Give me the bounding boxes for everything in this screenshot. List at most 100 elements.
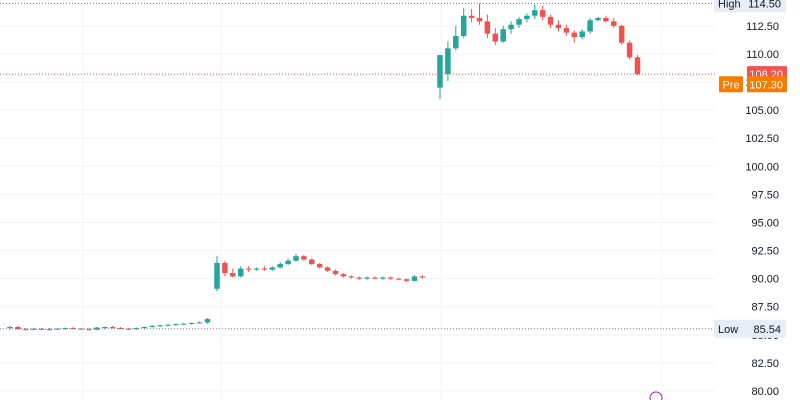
- candle-body: [301, 256, 307, 260]
- candle-body: [547, 16, 554, 25]
- candle-body: [492, 33, 499, 42]
- candle-body: [324, 267, 331, 271]
- candle-body: [356, 277, 362, 279]
- candle-body: [222, 262, 228, 274]
- candle-body: [411, 276, 418, 281]
- candle-body: [173, 324, 179, 326]
- candle-body: [62, 328, 69, 330]
- candle-body: [102, 326, 108, 328]
- candle-body: [524, 15, 530, 20]
- chart-extras: [649, 391, 663, 400]
- candle-body: [364, 277, 370, 279]
- price-tick-label: 112.50: [746, 21, 779, 33]
- low-tag-value: 85.54: [753, 324, 781, 336]
- candle-body: [253, 268, 260, 270]
- candle-body: [437, 55, 443, 88]
- candle-body: [141, 326, 148, 329]
- candle-body: [149, 325, 155, 327]
- candle-body: [611, 21, 617, 26]
- price-tick-label: 110.00: [746, 49, 779, 61]
- candle-body: [634, 57, 641, 75]
- candle-body: [133, 328, 140, 330]
- price-tick-label: 100.00: [745, 161, 779, 173]
- low-tag-label: Low: [718, 324, 738, 336]
- candle-body: [419, 276, 426, 278]
- event-marker-icon: [649, 391, 663, 400]
- candle-body: [285, 260, 291, 265]
- candlestick-series: [7, 3, 641, 331]
- candle-body: [125, 328, 132, 330]
- candle-body: [603, 17, 609, 22]
- candle-body: [269, 267, 276, 270]
- price-tick-label: 102.50: [745, 133, 779, 145]
- candle-body: [618, 25, 625, 43]
- candle-body: [196, 322, 203, 324]
- candle-body: [165, 324, 171, 326]
- price-tick-label: 97.50: [751, 189, 779, 201]
- candle-body: [46, 329, 53, 331]
- candle-body: [23, 329, 29, 331]
- candle-body: [563, 28, 570, 33]
- candle-body: [15, 326, 21, 330]
- candle-body: [484, 21, 491, 34]
- candle-body: [348, 276, 355, 278]
- candle-body: [453, 35, 459, 49]
- candle-body: [468, 15, 475, 18]
- price-tick-label: 92.50: [751, 246, 779, 258]
- candle-body: [372, 277, 378, 279]
- candle-body: [277, 264, 283, 268]
- candle-body: [532, 10, 538, 16]
- candle-body: [460, 15, 467, 36]
- candle-body: [237, 268, 244, 277]
- pre-price-value: 107.30: [749, 79, 783, 91]
- candle-body: [579, 31, 585, 38]
- candle-body: [230, 273, 236, 277]
- pre-label: Pre: [722, 79, 739, 91]
- price-tick-label: 95.00: [751, 217, 779, 229]
- candle-body: [403, 279, 410, 281]
- high-tag-label: High: [718, 0, 741, 10]
- candle-body: [245, 268, 252, 270]
- candle-body: [476, 17, 483, 22]
- candle-body: [293, 256, 299, 261]
- low-tag-bg: [714, 319, 786, 338]
- candle-body: [571, 32, 578, 38]
- candle-body: [70, 328, 76, 330]
- reference-lines: [0, 2, 715, 330]
- candle-body: [188, 323, 195, 325]
- price-tick-label: 87.50: [751, 302, 779, 314]
- price-tick-label: 105.00: [745, 105, 779, 117]
- candle-body: [380, 277, 386, 279]
- candle-body: [508, 24, 514, 30]
- candle-body: [340, 274, 347, 277]
- candle-body: [181, 323, 187, 325]
- candle-body: [587, 20, 593, 32]
- candle-body: [309, 259, 315, 265]
- high-tag-bg: [714, 0, 786, 13]
- pre-price-tag: [747, 76, 787, 93]
- chart-grid: [0, 0, 715, 400]
- candle-body: [86, 329, 92, 331]
- high-tag-value: 114.50: [748, 0, 781, 10]
- candle-body: [445, 48, 451, 75]
- pre-label-tag: [719, 76, 743, 93]
- price-tick-label: 82.50: [751, 358, 779, 370]
- candle-body: [157, 325, 163, 327]
- candle-body: [539, 10, 546, 17]
- candle-body: [388, 277, 394, 279]
- candle-body: [626, 42, 633, 58]
- candle-body: [214, 262, 220, 289]
- price-tick-label: 80.00: [751, 386, 779, 398]
- candle-body: [38, 328, 45, 330]
- candle-body: [316, 264, 323, 268]
- candle-body: [500, 29, 506, 42]
- candle-body: [555, 24, 562, 29]
- candle-body: [7, 326, 13, 329]
- candle-body: [516, 19, 522, 25]
- candle-body: [595, 17, 601, 21]
- candle-body: [261, 268, 268, 270]
- candle-body: [204, 319, 211, 323]
- candle-body: [109, 326, 116, 329]
